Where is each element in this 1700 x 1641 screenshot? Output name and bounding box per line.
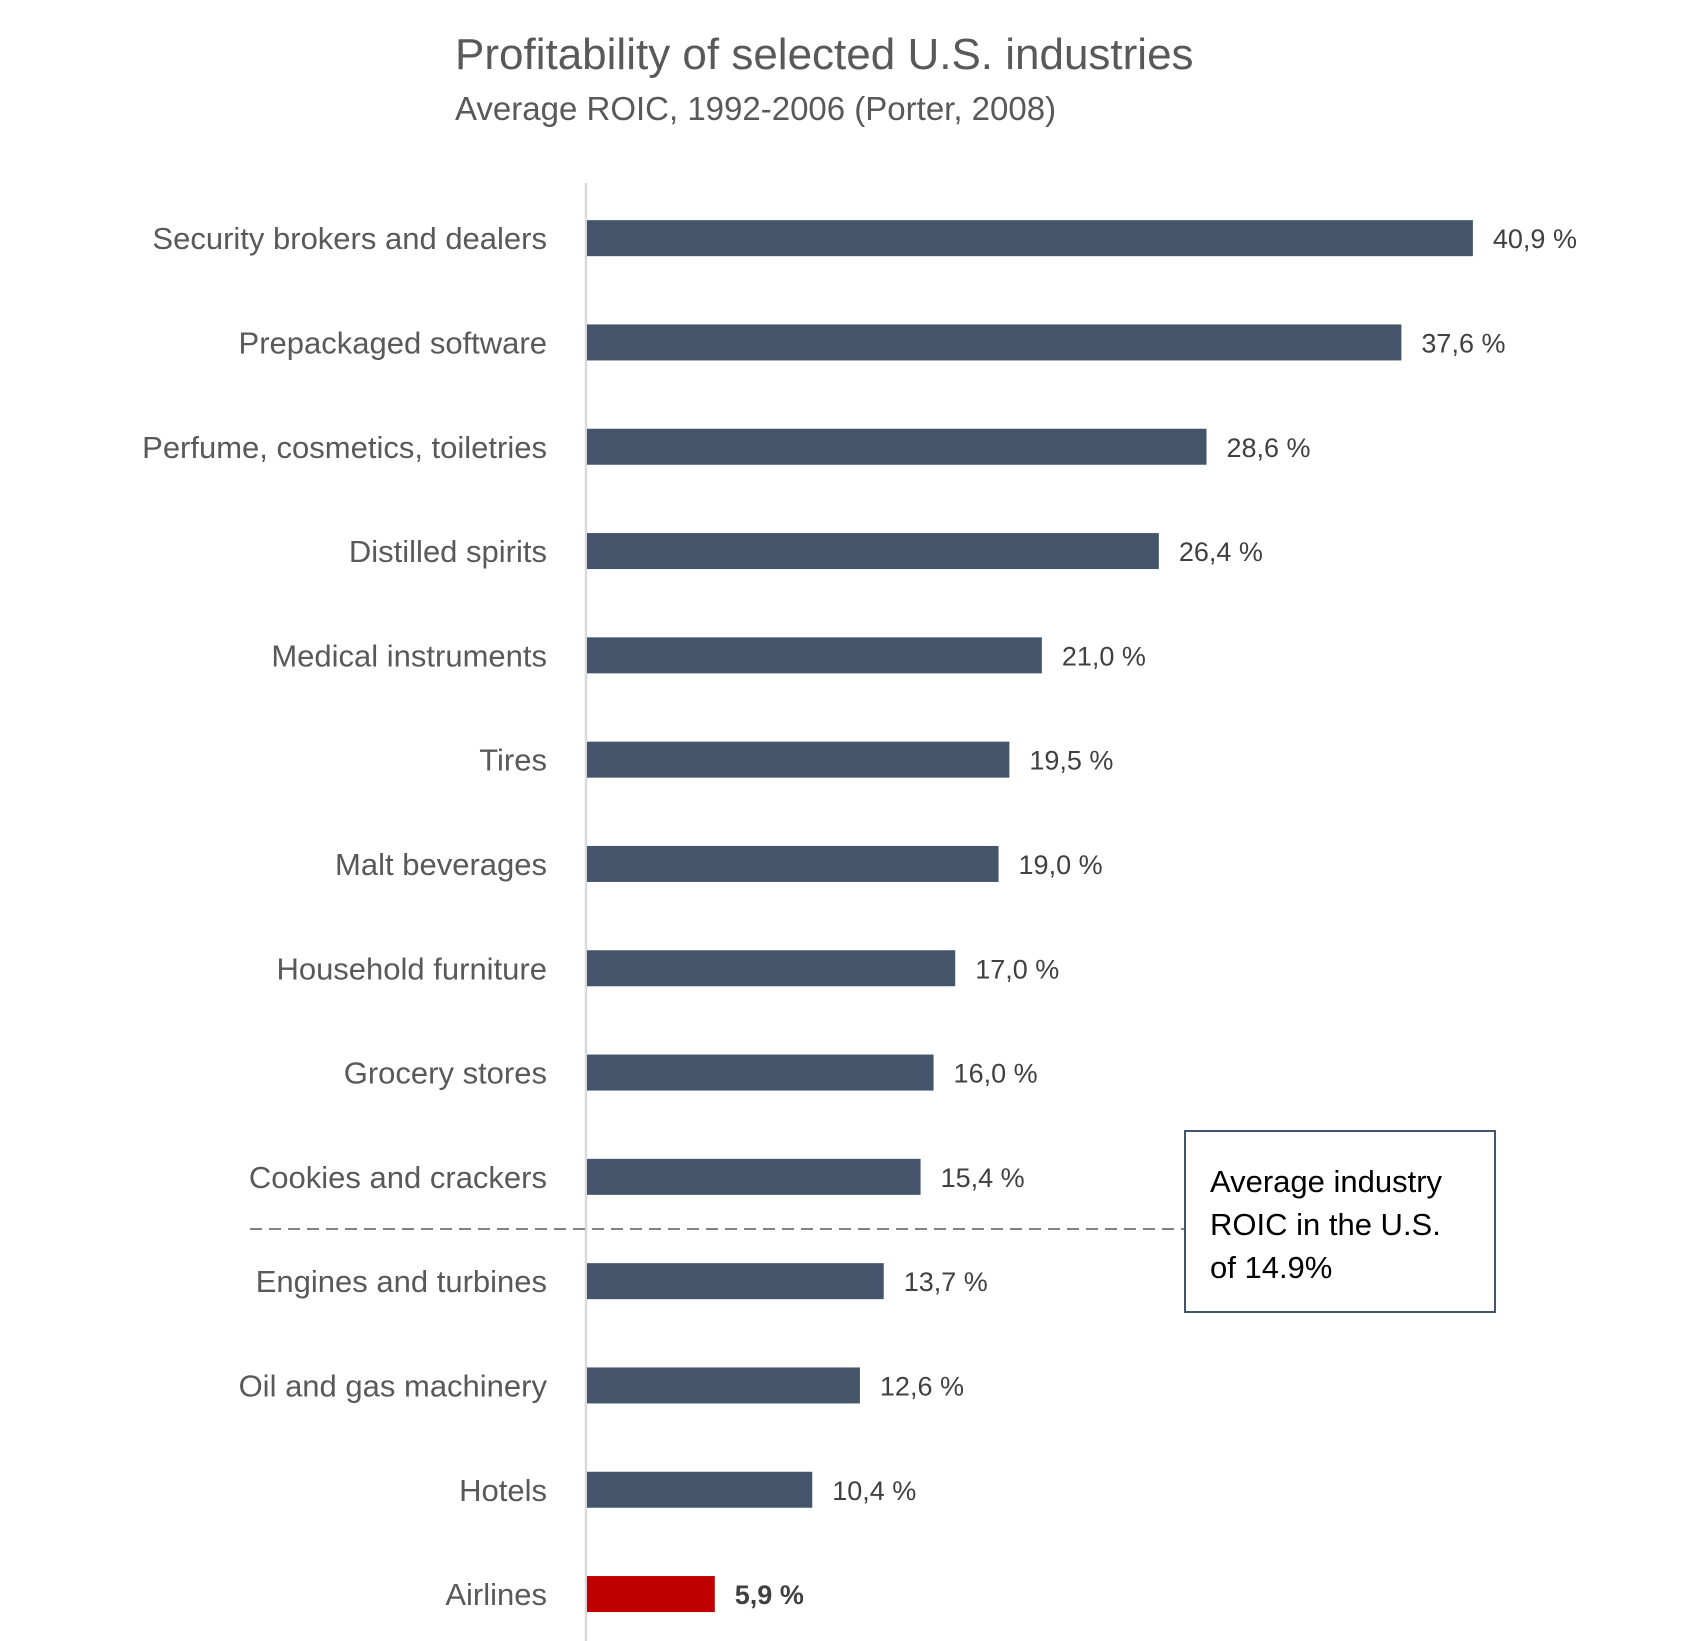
bar bbox=[587, 1367, 860, 1404]
value-label: 13,7 % bbox=[904, 1267, 988, 1297]
value-label: 5,9 % bbox=[735, 1580, 804, 1610]
value-label: 26,4 % bbox=[1179, 537, 1263, 567]
value-label: 37,6 % bbox=[1421, 328, 1505, 358]
category-label: Prepackaged software bbox=[239, 325, 547, 360]
annotation-line-2: ROIC in the U.S. bbox=[1210, 1207, 1441, 1242]
bar bbox=[587, 950, 956, 987]
category-label: Household furniture bbox=[276, 951, 547, 986]
value-label: 12,6 % bbox=[880, 1371, 964, 1401]
chart-subtitle: Average ROIC, 1992-2006 (Porter, 2008) bbox=[455, 90, 1057, 127]
category-label: Medical instruments bbox=[271, 638, 547, 673]
value-label: 40,9 % bbox=[1493, 224, 1577, 254]
category-label: Airlines bbox=[445, 1577, 547, 1612]
bar bbox=[587, 845, 999, 882]
value-label: 19,5 % bbox=[1029, 746, 1113, 776]
category-label: Distilled spirits bbox=[349, 534, 547, 569]
bar bbox=[587, 428, 1207, 465]
bar bbox=[587, 1263, 884, 1300]
bar bbox=[587, 324, 1402, 361]
category-label: Grocery stores bbox=[344, 1056, 547, 1091]
chart-title: Profitability of selected U.S. industrie… bbox=[455, 30, 1194, 79]
category-label: Security brokers and dealers bbox=[152, 221, 547, 256]
bar bbox=[587, 1158, 921, 1195]
bar bbox=[587, 1471, 813, 1508]
value-label: 10,4 % bbox=[832, 1476, 916, 1506]
bar bbox=[587, 741, 1010, 778]
value-label: 28,6 % bbox=[1226, 433, 1310, 463]
bar-highlight bbox=[587, 1576, 715, 1613]
category-label: Perfume, cosmetics, toiletries bbox=[142, 430, 547, 465]
category-label: Cookies and crackers bbox=[249, 1160, 547, 1195]
average-annotation-box: Average industry ROIC in the U.S. of 14.… bbox=[1184, 1130, 1496, 1313]
annotation-line-1: Average industry bbox=[1210, 1164, 1443, 1199]
value-label: 15,4 % bbox=[941, 1163, 1025, 1193]
bar bbox=[587, 637, 1042, 674]
category-label: Tires bbox=[479, 743, 547, 778]
category-label: Engines and turbines bbox=[256, 1264, 547, 1299]
value-label: 17,0 % bbox=[975, 954, 1059, 984]
value-label: 19,0 % bbox=[1019, 850, 1103, 880]
bar bbox=[587, 220, 1473, 257]
bar bbox=[587, 1054, 934, 1091]
value-label: 16,0 % bbox=[954, 1059, 1038, 1089]
annotation-line-3: of 14.9% bbox=[1210, 1250, 1333, 1285]
category-label: Oil and gas machinery bbox=[239, 1368, 548, 1403]
bar bbox=[587, 533, 1159, 570]
value-label: 21,0 % bbox=[1062, 641, 1146, 671]
category-label: Malt beverages bbox=[335, 847, 547, 882]
category-label: Hotels bbox=[459, 1473, 547, 1508]
